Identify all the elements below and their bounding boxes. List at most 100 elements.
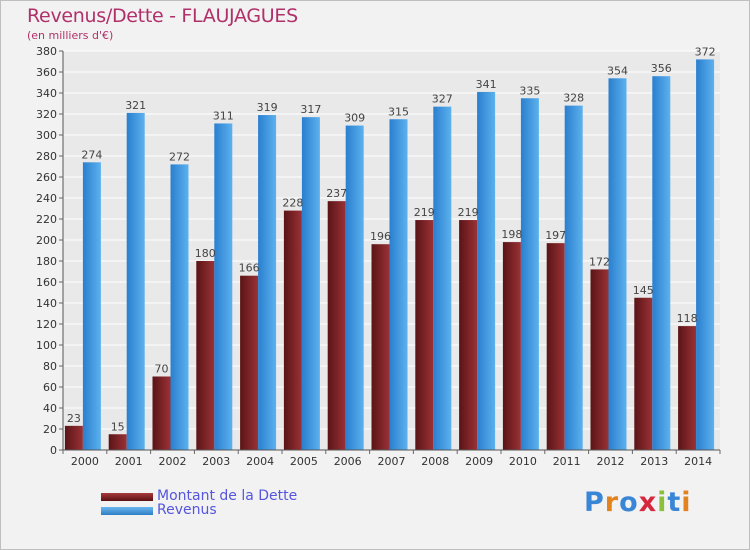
x-tick-label: 2007 [378,455,406,468]
data-label: 166 [239,262,260,275]
y-tick-label: 120 [36,318,57,331]
data-label: 341 [476,78,497,91]
data-label: 274 [81,148,102,161]
bar-dette [64,425,83,450]
bar-revenus [696,59,715,451]
logo-letter: x [638,487,658,518]
data-label: 237 [326,187,347,200]
bar-revenus [433,106,452,451]
bar-dette [459,220,478,450]
y-tick-label: 320 [36,108,57,121]
bar-dette [327,201,346,450]
x-tick-label: 2010 [509,455,537,468]
data-label: 228 [282,197,303,210]
y-tick-label: 0 [50,444,57,457]
y-tick-label: 40 [43,402,57,415]
y-tick-label: 360 [36,66,57,79]
y-tick-label: 160 [36,276,57,289]
data-label: 272 [169,150,190,163]
chart-title: Revenus/Dette - FLAUJAGUES [27,5,298,27]
data-label: 354 [607,64,628,77]
y-tick-label: 340 [36,87,57,100]
y-tick-label: 20 [43,423,57,436]
y-tick-label: 60 [43,381,57,394]
data-label: 328 [563,92,584,105]
bar-dette [283,210,302,450]
data-label: 23 [67,412,81,425]
bar-revenus [301,117,320,451]
y-tick-label: 100 [36,339,57,352]
data-label: 172 [589,255,610,268]
data-label: 356 [651,62,672,75]
data-label: 118 [677,312,698,325]
data-label: 335 [519,84,540,97]
y-tick-label: 300 [36,129,57,142]
logo-letter: o [619,487,639,518]
bar-dette [634,297,653,450]
x-tick-label: 2014 [684,455,712,468]
bar-revenus [389,119,408,450]
bar-dette [678,326,697,450]
data-label: 372 [695,45,716,58]
legend-label-revenus: Revenus [157,502,217,518]
data-label: 319 [257,101,278,114]
data-label: 219 [414,206,435,219]
bar-revenus [170,164,189,450]
data-label: 315 [388,105,409,118]
y-tick-label: 80 [43,360,57,373]
data-label: 311 [213,109,234,122]
y-tick-label: 140 [36,297,57,310]
y-tick-label: 200 [36,234,57,247]
bar-dette [152,376,171,450]
data-label: 219 [458,206,479,219]
data-label: 317 [300,103,321,116]
x-tick-label: 2012 [597,455,625,468]
x-tick-label: 2002 [159,455,187,468]
proxiti-logo: Proxiti [584,487,692,518]
y-tick-label: 380 [36,45,57,58]
y-tick-label: 280 [36,150,57,163]
bar-dette [240,275,259,450]
bar-dette [590,269,609,450]
bar-dette [371,244,390,450]
bar-revenus [82,162,101,451]
x-tick-label: 2004 [246,455,274,468]
logo-letter: t [667,487,682,518]
logo-letter: i [681,487,692,518]
bar-dette [196,261,215,450]
logo-letter: i [657,487,668,518]
bar-dette [108,434,127,450]
bar-revenus [258,115,277,451]
legend-swatch-revenus [101,507,153,515]
bar-revenus [520,98,539,450]
x-tick-label: 2000 [71,455,99,468]
legend-swatch-dette [101,493,153,501]
data-label: 327 [432,93,453,106]
bar-dette [502,242,521,450]
bar-revenus [652,76,671,450]
y-tick-label: 220 [36,213,57,226]
data-label: 180 [195,247,216,260]
bar-revenus [345,125,364,451]
chart-subtitle: (en milliers d'€) [27,29,114,42]
data-label: 196 [370,230,391,243]
data-label: 198 [501,228,522,241]
bar-revenus [564,105,583,450]
bar-revenus [608,78,627,451]
logo-letter: P [584,487,605,518]
data-label: 309 [344,112,365,125]
y-tick-label: 180 [36,255,57,268]
data-label: 321 [125,99,146,112]
bar-revenus [126,112,145,450]
y-tick-label: 260 [36,171,57,184]
x-tick-label: 2008 [421,455,449,468]
data-label: 15 [111,420,125,433]
x-tick-label: 2013 [640,455,668,468]
x-tick-label: 2006 [334,455,362,468]
bar-revenus [214,123,233,450]
bar-revenus [477,91,496,450]
y-tick-label: 240 [36,192,57,205]
x-tick-label: 2003 [202,455,230,468]
